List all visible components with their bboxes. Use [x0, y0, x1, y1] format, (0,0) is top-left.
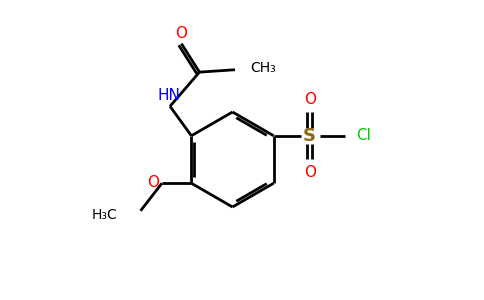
Text: O: O — [175, 26, 187, 41]
Text: CH₃: CH₃ — [250, 61, 276, 75]
Text: HN: HN — [158, 88, 181, 104]
Text: S: S — [303, 127, 316, 145]
Text: O: O — [304, 92, 316, 107]
Text: O: O — [304, 165, 316, 180]
Text: Cl: Cl — [356, 128, 371, 143]
Text: O: O — [148, 175, 159, 190]
Text: H₃C: H₃C — [92, 208, 118, 222]
